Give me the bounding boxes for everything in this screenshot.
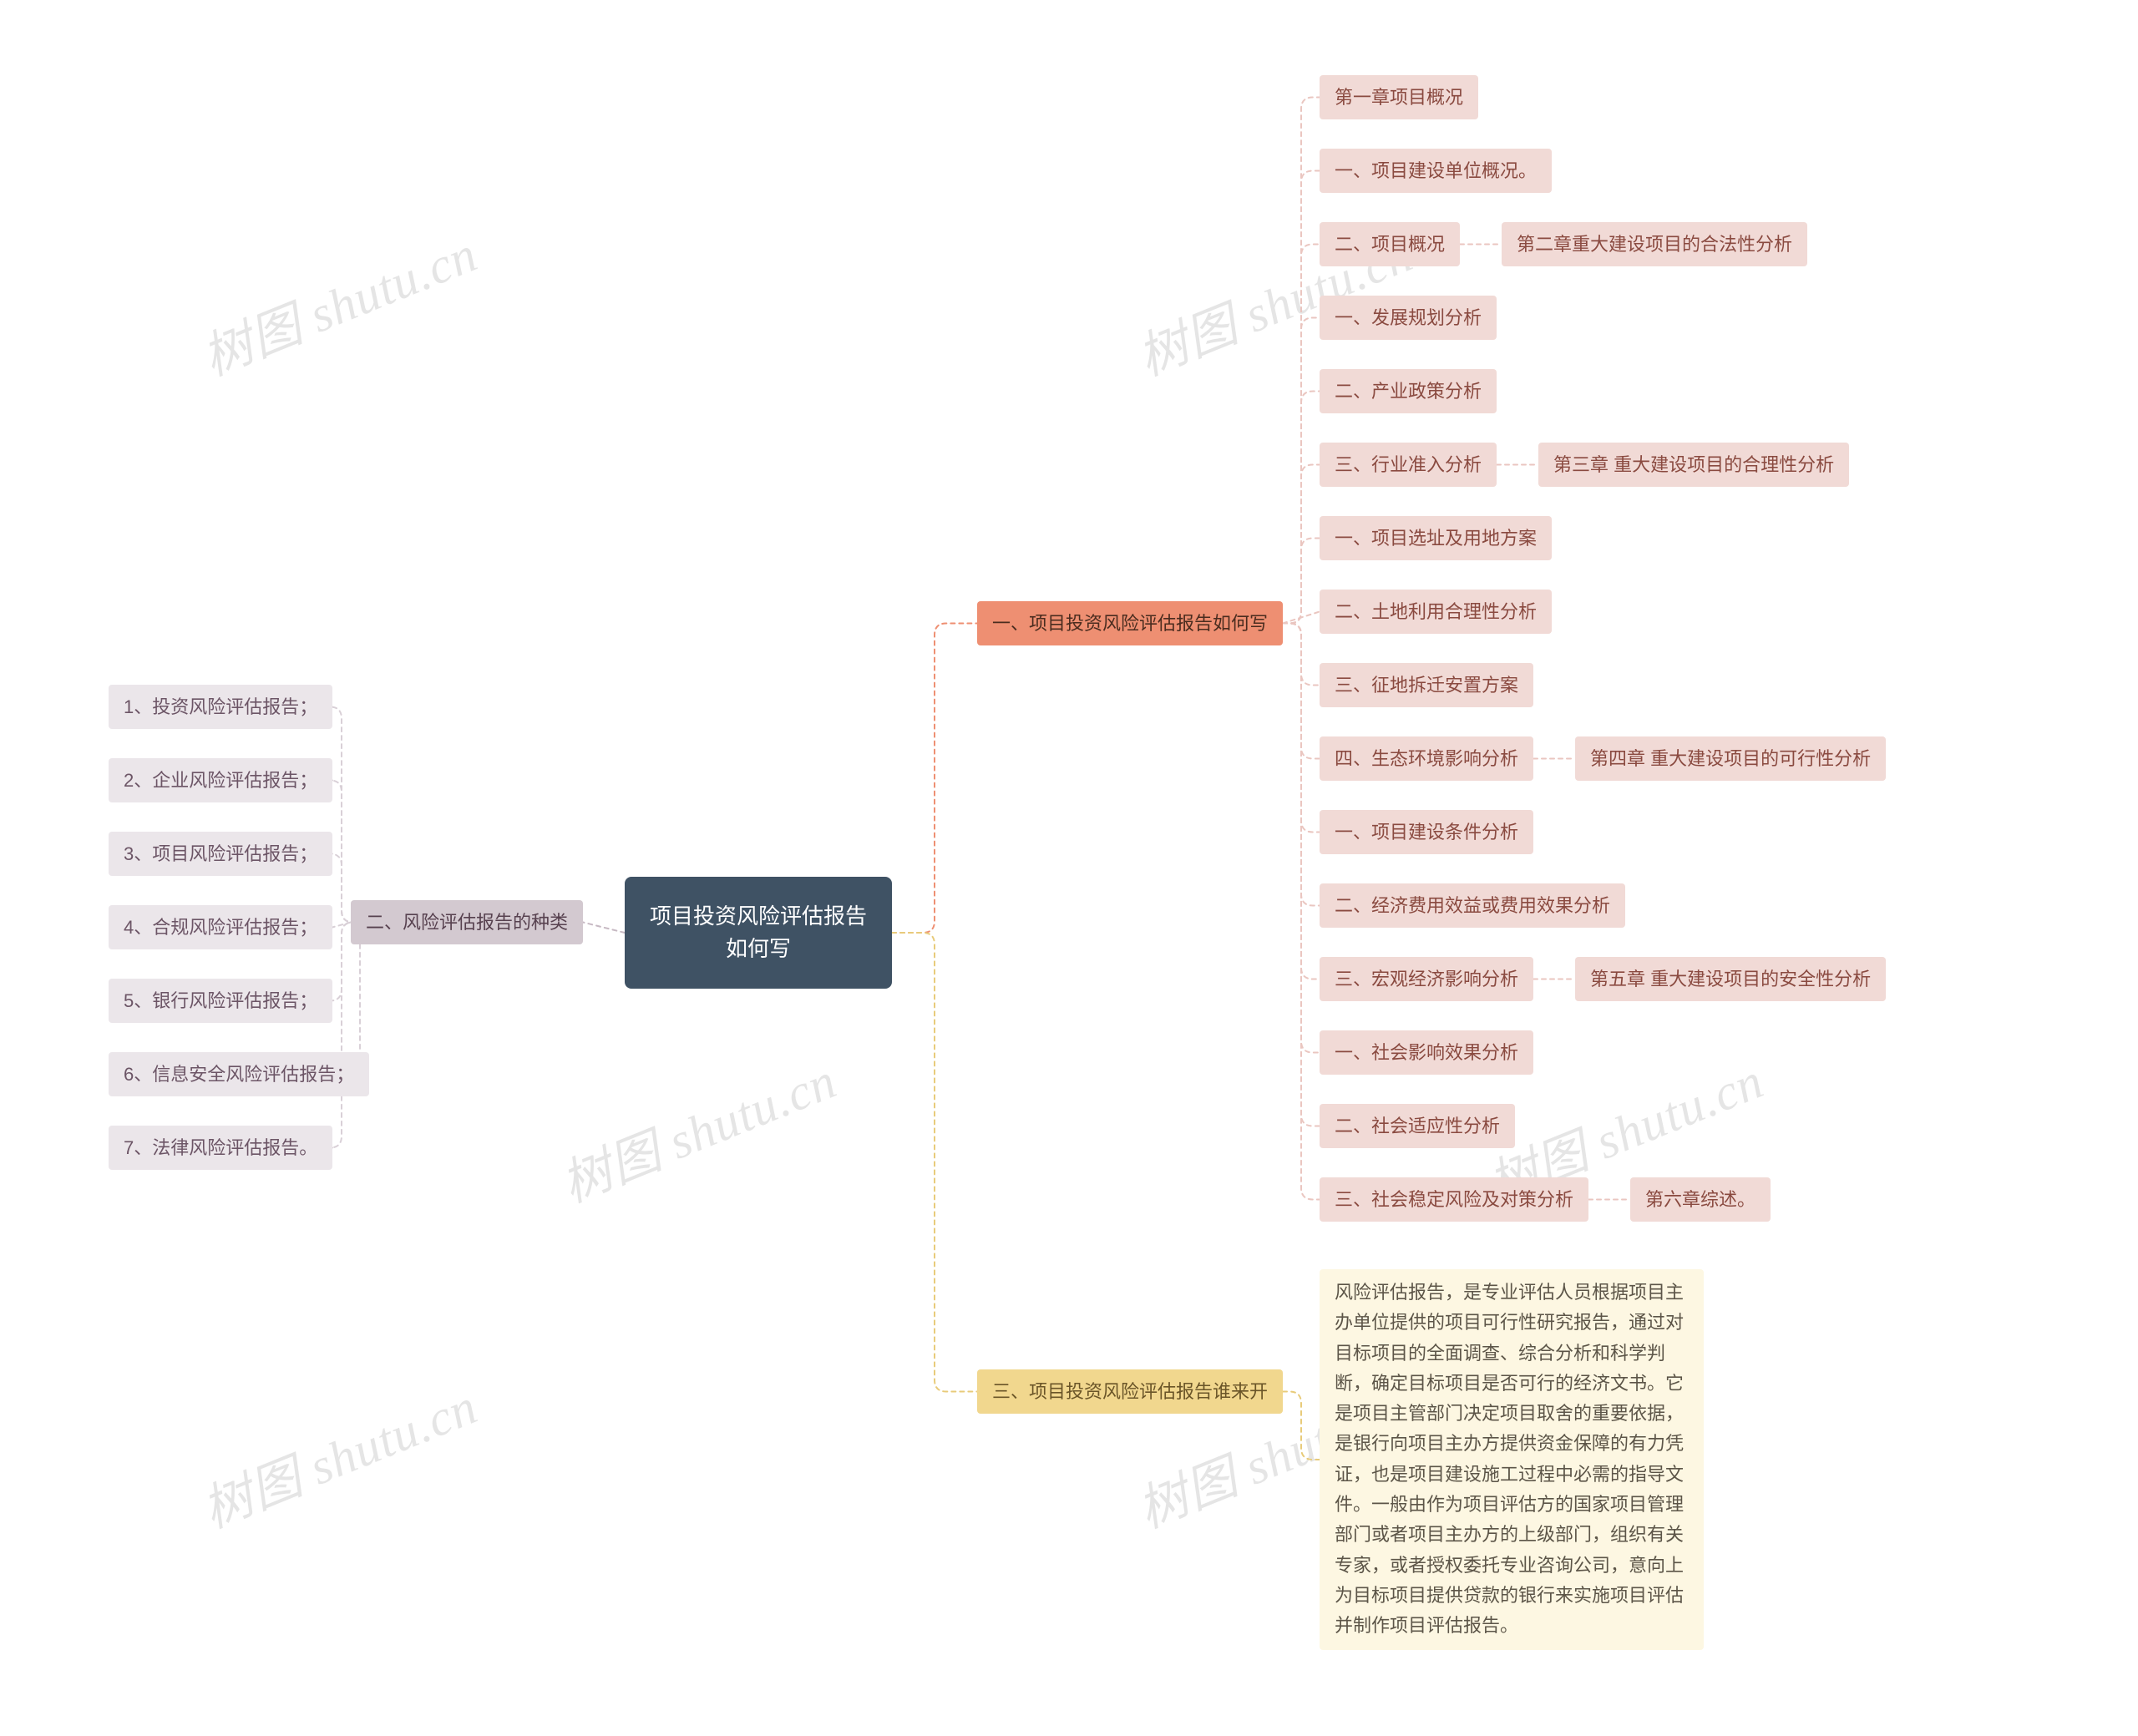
branch2-item: 5、银行风险评估报告； — [109, 979, 332, 1023]
branch1-item: 第一章项目概况 — [1320, 75, 1478, 119]
branch1-item: 三、行业准入分析 — [1320, 443, 1497, 487]
root-node: 项目投资风险评估报告如何写 — [625, 877, 892, 989]
branch1-item: 四、生态环境影响分析 — [1320, 736, 1533, 781]
branch1-item-sub: 第五章 重大建设项目的安全性分析 — [1575, 957, 1886, 1001]
watermark: 树图 shutu.cn — [190, 214, 486, 390]
branch1-item: 一、项目选址及用地方案 — [1320, 516, 1552, 560]
branch2-item: 6、信息安全风险评估报告； — [109, 1052, 369, 1096]
branch1-item: 一、发展规划分析 — [1320, 296, 1497, 340]
branch1-item: 三、征地拆迁安置方案 — [1320, 663, 1533, 707]
branch2-item: 1、投资风险评估报告； — [109, 685, 332, 729]
watermark: 树图 shutu.cn — [190, 1366, 486, 1542]
branch1-item-sub: 第二章重大建设项目的合法性分析 — [1502, 222, 1807, 266]
branch-who-issues: 三、项目投资风险评估报告谁来开 — [977, 1369, 1283, 1414]
branch1-item: 二、经济费用效益或费用效果分析 — [1320, 883, 1625, 928]
branch-who-issues-body: 风险评估报告，是专业评估人员根据项目主办单位提供的项目可行性研究报告，通过对目标… — [1320, 1269, 1704, 1650]
branch2-item: 3、项目风险评估报告； — [109, 832, 332, 876]
branch1-item-sub: 第六章综述。 — [1630, 1177, 1771, 1222]
branch-report-types: 二、风险评估报告的种类 — [351, 900, 583, 944]
branch1-item: 二、产业政策分析 — [1320, 369, 1497, 413]
branch1-item: 三、宏观经济影响分析 — [1320, 957, 1533, 1001]
branch1-item: 一、项目建设单位概况。 — [1320, 149, 1552, 193]
branch2-item: 4、合规风险评估报告； — [109, 905, 332, 949]
branch2-item: 2、企业风险评估报告； — [109, 758, 332, 802]
branch1-item: 三、社会稳定风险及对策分析 — [1320, 1177, 1588, 1222]
branch1-item: 二、社会适应性分析 — [1320, 1104, 1515, 1148]
watermark: 树图 shutu.cn — [549, 1040, 845, 1217]
branch1-item: 一、社会影响效果分析 — [1320, 1030, 1533, 1075]
branch1-item-sub: 第四章 重大建设项目的可行性分析 — [1575, 736, 1886, 781]
branch2-item: 7、法律风险评估报告。 — [109, 1126, 332, 1170]
branch1-item: 一、项目建设条件分析 — [1320, 810, 1533, 854]
branch-how-to-write: 一、项目投资风险评估报告如何写 — [977, 601, 1283, 645]
branch1-item-sub: 第三章 重大建设项目的合理性分析 — [1538, 443, 1849, 487]
branch1-item: 二、项目概况 — [1320, 222, 1460, 266]
branch1-item: 二、土地利用合理性分析 — [1320, 590, 1552, 634]
